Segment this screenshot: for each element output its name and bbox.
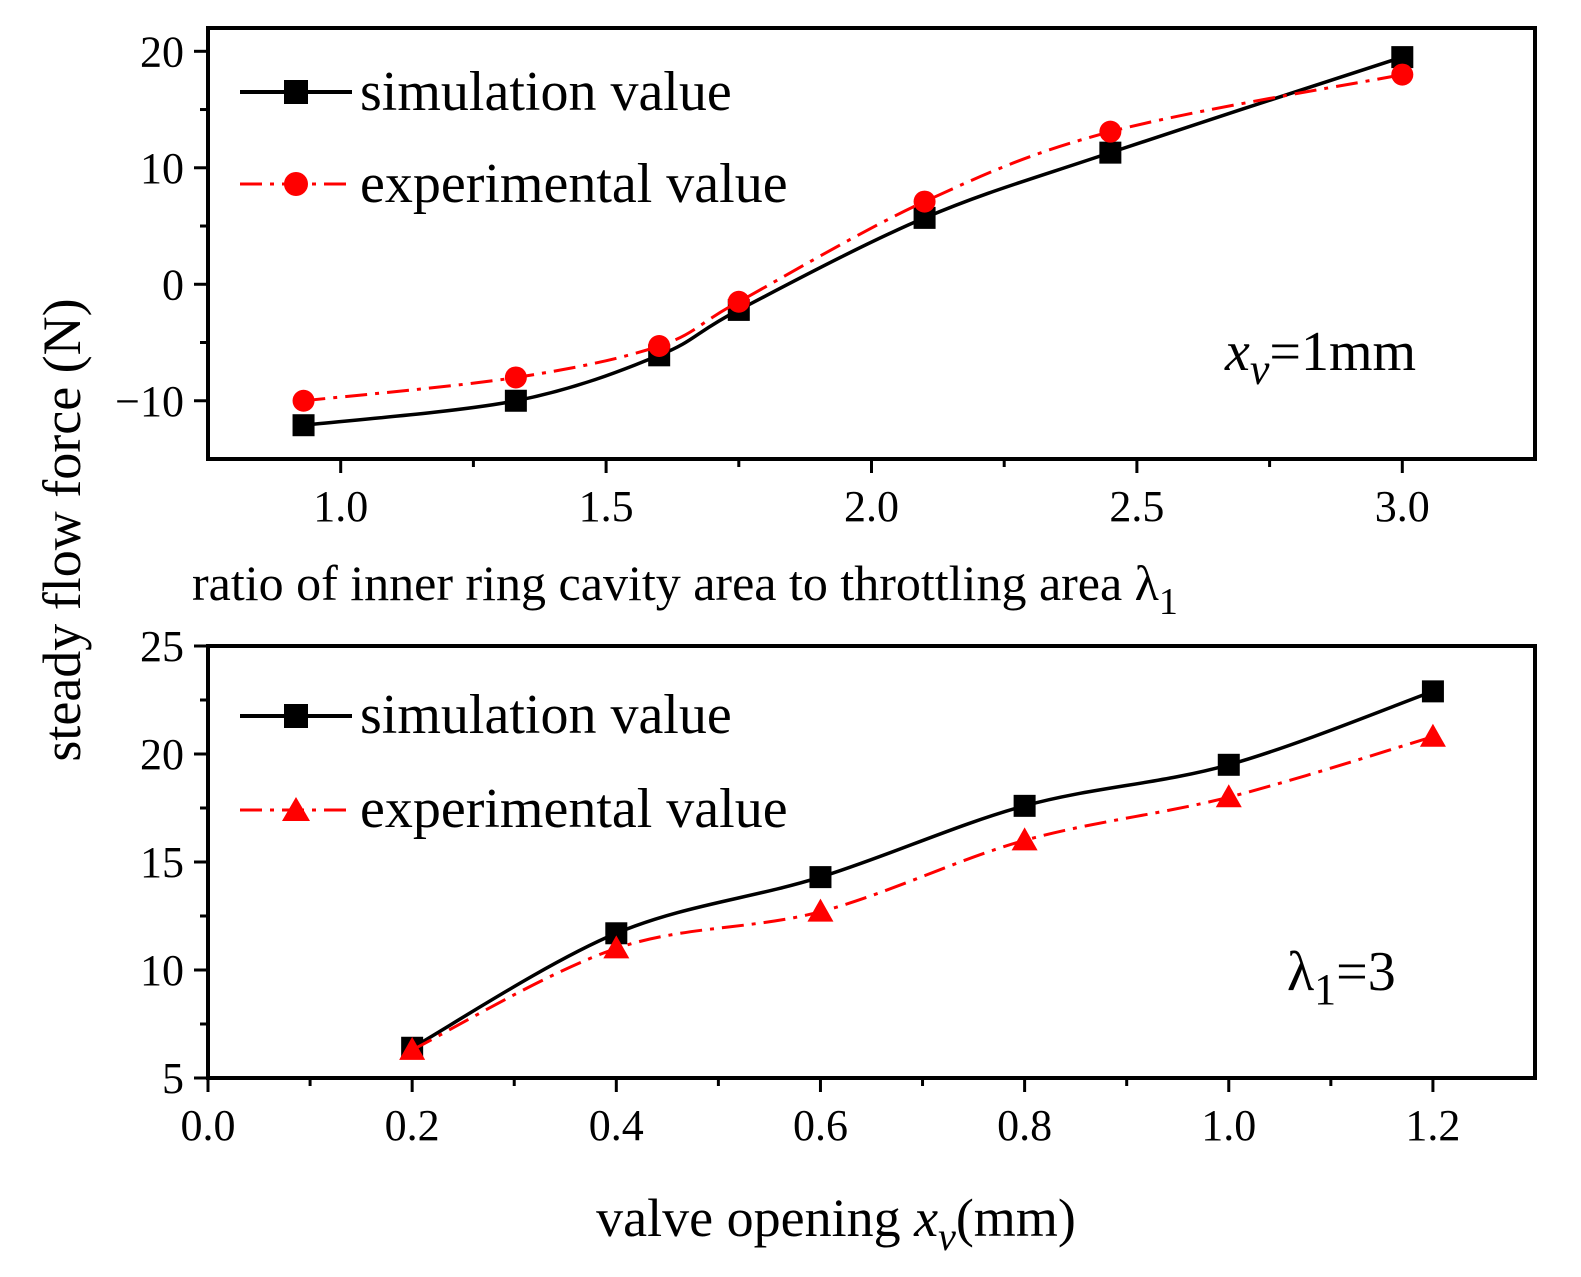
bottom-experimental-point xyxy=(807,898,834,922)
bottom-simulation-point xyxy=(1217,753,1240,776)
top-x-axis-title-main: ratio of inner ring cavity area to throt… xyxy=(192,555,1159,611)
bottom-x-tick-label: 0.4 xyxy=(589,1101,644,1150)
bottom-simulation-point xyxy=(605,922,628,945)
top-experimental-point xyxy=(913,190,936,213)
bottom-x-tick-label: 0.6 xyxy=(793,1101,848,1150)
top-annotation-rest: =1mm xyxy=(1269,321,1416,383)
top-legend: simulation value experimental value xyxy=(240,61,788,215)
bottom-experimental-point xyxy=(603,935,630,959)
bottom-x-axis-title-pre: valve opening xyxy=(596,1188,914,1248)
bottom-y-tick-label: 10 xyxy=(140,946,184,995)
top-x-axis-title-sub: 1 xyxy=(1159,581,1178,623)
shared-y-axis-title: steady flow force (N) xyxy=(32,298,92,761)
bottom-x-axis-title-var: x xyxy=(913,1188,938,1248)
top-annotation-main: x xyxy=(1224,321,1250,383)
top-experimental-point xyxy=(727,290,750,313)
top-y-tick-label: −10 xyxy=(115,377,184,426)
bottom-legend-sim-label: simulation value xyxy=(360,684,732,746)
bottom-x-tick-label: 1.0 xyxy=(1201,1101,1256,1150)
top-x-tick-label: 3.0 xyxy=(1375,482,1430,531)
bottom-experimental-point xyxy=(1011,827,1038,851)
chart-top: 1.0 1.5 2.0 2.5 3.0 −10 0 10 20 simulation value… xyxy=(115,26,1537,623)
bottom-y-tick-label: 15 xyxy=(140,838,184,887)
top-experimental-point xyxy=(292,389,315,412)
top-experimental-point xyxy=(1391,63,1414,86)
bottom-annotation-rest: =3 xyxy=(1336,941,1396,1003)
top-legend-sim-label: simulation value xyxy=(360,61,732,123)
bottom-simulation-line xyxy=(411,689,1434,1050)
top-x-tick-label: 1.5 xyxy=(579,482,634,531)
bottom-x-tick-label: 0.8 xyxy=(997,1101,1052,1150)
top-y-tick-label: 10 xyxy=(140,144,184,193)
bottom-simulation-point xyxy=(1013,794,1036,817)
bottom-x-tick-label: 0.2 xyxy=(385,1101,440,1150)
chart-bottom: 0.0 0.2 0.4 0.6 0.8 1.0 1.2 5 10 15 20 25 simulatio… xyxy=(140,622,1537,1259)
bottom-y-tick-label: 20 xyxy=(140,730,184,779)
bottom-annotation-main: λ xyxy=(1287,941,1314,1003)
top-legend-exp-marker xyxy=(284,172,308,196)
top-annotation-sub: v xyxy=(1250,345,1270,394)
top-legend-exp-label: experimental value xyxy=(360,153,788,215)
bottom-series-layer xyxy=(399,680,1446,1060)
top-experimental-point xyxy=(504,366,527,389)
top-legend-sim-marker xyxy=(284,80,308,104)
top-x-tick-label: 1.0 xyxy=(313,482,368,531)
bottom-annotation-sub: 1 xyxy=(1314,965,1336,1014)
bottom-experimental-point xyxy=(399,1036,426,1060)
top-simulation-point xyxy=(913,206,936,229)
bottom-simulation-point xyxy=(809,866,832,889)
bottom-x-tick-label: 1.2 xyxy=(1405,1101,1460,1150)
bottom-x-axis-title: valve opening xv(mm) xyxy=(596,1188,1076,1259)
bottom-legend-exp-label: experimental value xyxy=(360,778,788,840)
top-y-tick-label: 20 xyxy=(140,27,184,76)
top-axes-layer: 1.0 1.5 2.0 2.5 3.0 −10 0 10 20 xyxy=(115,26,1537,531)
top-x-tick-label: 2.0 xyxy=(844,482,899,531)
top-simulation-point xyxy=(292,414,315,437)
top-simulation-point xyxy=(504,389,527,412)
top-simulation-point xyxy=(1099,141,1122,164)
bottom-legend-exp-marker xyxy=(282,797,310,821)
bottom-x-axis-title-post: (mm) xyxy=(956,1188,1076,1248)
top-x-axis-title: ratio of inner ring cavity area to throt… xyxy=(192,555,1178,623)
top-y-tick-label: 0 xyxy=(162,260,184,309)
bottom-annotation: λ1=3 xyxy=(1287,941,1396,1014)
bottom-legend: simulation value experimental value xyxy=(240,684,788,840)
bottom-y-tick-label: 5 xyxy=(162,1054,184,1103)
top-annotation: xv=1mm xyxy=(1224,321,1416,394)
top-series-layer xyxy=(292,46,1414,437)
bottom-x-tick-label: 0.0 xyxy=(181,1101,236,1150)
bottom-legend-sim-marker xyxy=(284,704,308,728)
top-experimental-point xyxy=(1099,120,1122,143)
bottom-x-axis-title-sub: v xyxy=(938,1214,956,1259)
bottom-experimental-line xyxy=(411,735,1434,1052)
bottom-experimental-point xyxy=(1419,723,1446,747)
top-x-tick-label: 2.5 xyxy=(1109,482,1164,531)
top-simulation-point xyxy=(1391,46,1414,69)
bottom-simulation-point xyxy=(1421,680,1444,703)
bottom-axes-layer: 0.0 0.2 0.4 0.6 0.8 1.0 1.2 5 10 15 20 25 xyxy=(140,622,1537,1150)
bottom-experimental-point xyxy=(1215,784,1242,808)
top-experimental-point xyxy=(648,335,671,358)
bottom-y-tick-label: 25 xyxy=(140,622,184,671)
